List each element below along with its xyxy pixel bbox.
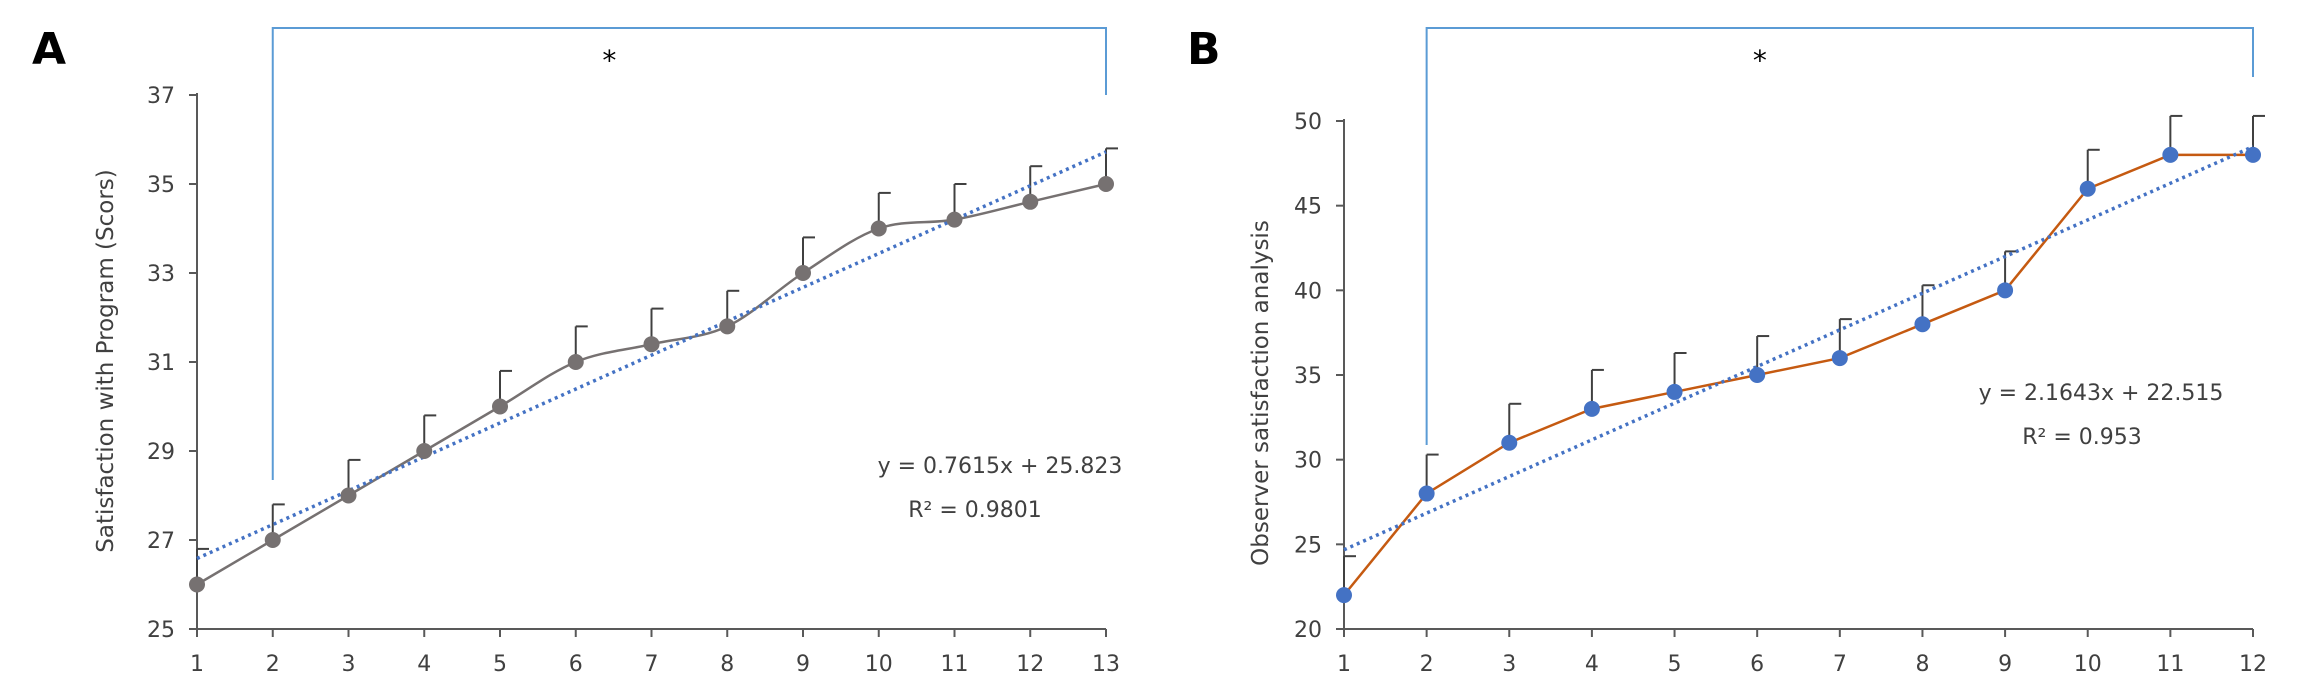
y-tick-label: 35 [1294, 364, 1322, 389]
x-tick-label: 10 [2074, 652, 2102, 677]
trendline [1343, 145, 2254, 552]
y-tick-label: 20 [1294, 618, 1322, 643]
data-point [1831, 350, 1848, 367]
x-tick-label: 1 [190, 652, 204, 677]
data-point [946, 211, 963, 228]
data-point [2245, 146, 2261, 163]
x-tick-label: 13 [1092, 652, 1120, 677]
data-point [2162, 146, 2179, 163]
significance-bracket [1425, 27, 2254, 445]
significance-bracket [271, 27, 1107, 480]
data-point [2079, 180, 2096, 197]
y-tick-label: 31 [147, 351, 175, 376]
x-tick-label: 2 [266, 652, 280, 677]
panel-b: B Observer satisfaction analysis y = 2.1… [1187, 24, 2267, 677]
equation-b: y = 2.1643x + 22.515 [1979, 381, 2224, 406]
data-point [1583, 400, 1600, 417]
significance-star: * [602, 44, 616, 77]
x-tick-label: 5 [1668, 652, 1682, 677]
x-tick-label: 7 [1833, 652, 1847, 677]
data-point [1749, 367, 1766, 383]
data-point [567, 354, 584, 370]
data-point [1336, 587, 1352, 604]
y-tick-label: 30 [1294, 449, 1322, 474]
x-tick-label: 12 [1016, 652, 1044, 677]
data-point [416, 443, 433, 459]
data-point [1997, 282, 2014, 299]
x-tick-label: 4 [417, 652, 431, 677]
y-tick-label: 37 [147, 84, 175, 109]
x-tick-label: 8 [1915, 652, 1929, 677]
y-tick-label: 25 [1294, 533, 1322, 558]
x-tick-label: 2 [1420, 652, 1434, 677]
data-point [189, 576, 205, 593]
series-line [196, 182, 1107, 586]
y-tick-label: 50 [1294, 110, 1322, 135]
series-line [1343, 153, 2253, 596]
y-tick-label: 27 [147, 529, 175, 554]
y-tick-label: 35 [147, 173, 175, 198]
data-point [719, 318, 736, 335]
x-tick-label: 9 [1998, 652, 2012, 677]
x-tick-label: 11 [2156, 652, 2184, 677]
equation-a: y = 0.7615x + 25.823 [878, 454, 1123, 479]
y-axis-label-a: Satisfaction with Program (Scors) [93, 169, 119, 552]
data-point [1022, 193, 1039, 210]
x-tick-label: 6 [1750, 652, 1764, 677]
r-squared-b: R² = 0.953 [2022, 425, 2142, 450]
x-tick-label: 12 [2239, 652, 2267, 677]
data-point [795, 265, 811, 281]
x-tick-label: 4 [1585, 652, 1599, 677]
y-tick-label: 40 [1294, 279, 1322, 304]
x-tick-label: 1 [1337, 652, 1351, 677]
x-tick-label: 8 [720, 652, 734, 677]
data-point [492, 398, 508, 415]
x-tick-label: 6 [569, 652, 583, 677]
panel-a: A Satisfaction with Program (Scors) y = … [32, 24, 1122, 677]
data-point [1418, 485, 1435, 502]
x-tick-label: 7 [645, 652, 659, 677]
y-axis-label-b: Observer satisfaction analysis [1248, 220, 1274, 566]
trendline [196, 150, 1107, 561]
data-point [340, 487, 357, 504]
y-tick-label: 25 [147, 618, 175, 643]
x-tick-label: 3 [342, 652, 356, 677]
r-squared-a: R² = 0.9801 [908, 498, 1042, 523]
data-point [264, 532, 281, 548]
data-point [1666, 383, 1683, 400]
data-point [870, 220, 887, 237]
y-tick-label: 45 [1294, 195, 1322, 220]
data-point [1914, 316, 1931, 333]
significance-star: * [1753, 44, 1767, 77]
y-tick-label: 29 [147, 440, 175, 465]
panel-label-a: A [32, 24, 66, 75]
x-tick-label: 5 [493, 652, 507, 677]
data-point [1501, 434, 1518, 451]
data-point [1098, 176, 1114, 192]
x-tick-label: 9 [796, 652, 810, 677]
x-tick-label: 11 [941, 652, 969, 677]
y-tick-label: 33 [147, 262, 175, 287]
x-tick-label: 10 [865, 652, 893, 677]
x-tick-label: 3 [1502, 652, 1516, 677]
data-point [643, 336, 660, 353]
panel-label-b: B [1187, 24, 1221, 75]
